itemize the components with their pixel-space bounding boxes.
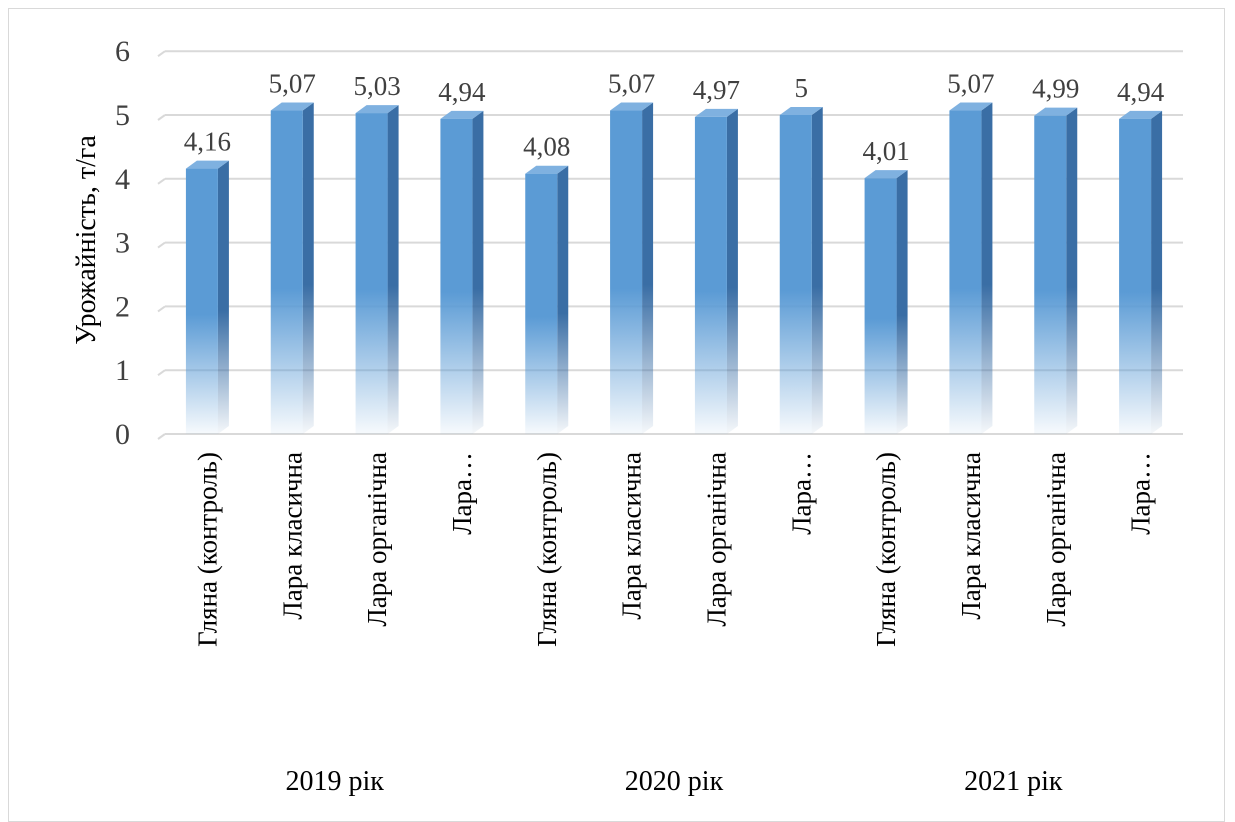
y-tick-label: 0 [115,418,130,451]
data-label: 4,16 [184,127,231,157]
data-label: 4,08 [523,132,570,162]
data-label: 4,97 [693,75,740,105]
bar-cap [864,170,908,179]
category-label: Лара класична [277,452,307,620]
data-label: 4,94 [1117,77,1165,107]
data-label: 4,99 [1032,74,1079,104]
data-label: 5,07 [608,69,655,99]
category-label: Лара органічна [701,452,731,627]
data-label: 4,94 [438,77,486,107]
category-label: Гляна (контроль) [871,452,901,647]
bar [1119,118,1152,434]
data-label: 5,07 [947,69,994,99]
bar-cap [779,107,823,115]
bar-side [811,107,823,434]
bar [185,168,218,435]
gridline-depth-4 [157,177,166,185]
gridlines [157,50,1183,440]
category-label: Лара… [1126,452,1156,535]
bar-cap [949,102,993,111]
bar [440,118,473,434]
bar-cap [694,108,738,117]
gridline-depth-2 [157,305,166,313]
group-label: 2020 рік [625,766,724,797]
bar [864,178,897,434]
data-labels: 4,16 5,07 5,03 4,94 4,08 5,07 4,97 5 4,01 5,07 4,9… [184,69,1165,167]
gridline-depth-3 [157,241,166,249]
bar-side [217,160,229,435]
category-label: Лара органічна [362,452,392,627]
bar [270,110,303,434]
data-label: 4,01 [862,136,909,166]
gridline-depth-5 [157,114,166,121]
group-labels: 2019 рік 2020 рік 2021 рік [285,766,1062,797]
gridline-depth-6 [157,50,166,58]
category-label: Лара… [447,452,477,535]
bar-side [896,170,908,435]
bar [610,110,643,434]
y-tick-label: 6 [115,35,130,68]
category-label: Гляна (контроль) [532,452,562,647]
bar-cap [185,160,229,169]
bar [779,115,812,434]
category-label: Лара органічна [1041,452,1071,627]
data-label: 5,03 [353,71,400,101]
y-tick-label: 2 [115,290,130,323]
bar-side [642,102,654,434]
bar [949,110,982,434]
group-label: 2021 рік [964,766,1063,797]
bar [1034,115,1067,434]
data-label: 5 [795,73,809,103]
bar [355,113,388,434]
y-tick-label: 5 [115,99,130,132]
gridline-depth-1 [157,369,166,377]
y-tick-label: 1 [115,354,130,387]
y-tick-label: 3 [115,227,130,260]
category-label: Лара… [786,452,816,535]
bar-cap [440,110,484,119]
bar-side [1066,107,1078,434]
group-label: 2019 рік [285,766,384,797]
bar-cap [525,165,569,174]
category-label: Гляна (контроль) [192,452,222,647]
bar-side [557,165,569,435]
bar-cap [1119,110,1163,119]
y-tick-label: 4 [115,163,130,196]
y-axis-title: Урожайність, т/га [71,135,102,345]
bar-side [1151,110,1163,434]
bar-cap [610,102,654,111]
category-label: Лара класична [956,452,986,620]
category-labels: Гляна (контроль) Лара класична Лара органі… [192,452,1155,647]
bar-cap [270,102,314,111]
bar-side [302,102,314,434]
bar [525,173,558,435]
bars [185,102,1163,435]
bar-side [981,102,993,434]
bar-side [387,105,399,434]
y-axis-ticks: 0 1 2 3 4 5 6 [115,35,130,451]
bar [694,116,727,434]
gridline-depth-0 [157,433,166,440]
bar-cap [355,105,399,114]
bar-side [472,110,484,434]
data-label: 5,07 [269,69,316,99]
category-label: Лара класична [617,452,647,620]
bar-side [726,108,738,434]
bar-cap [1034,107,1078,116]
